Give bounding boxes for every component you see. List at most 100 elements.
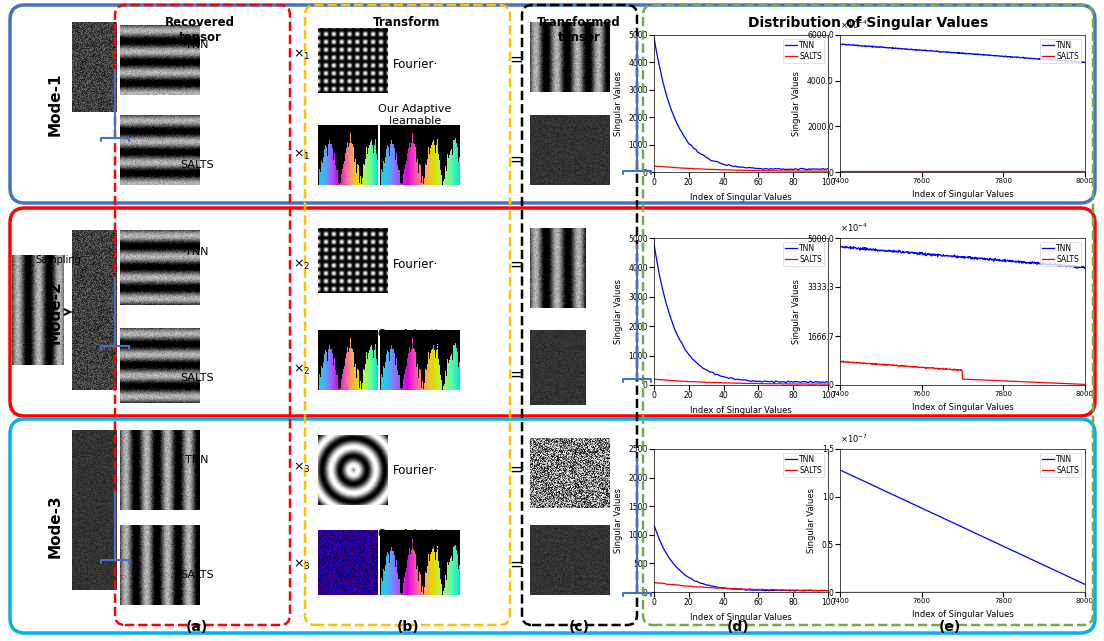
TNN	[821, 587, 835, 595]
Text: SALTS: SALTS	[180, 570, 214, 580]
TNN	[659, 299, 672, 307]
Text: TNN: TNN	[185, 247, 209, 257]
TNN	[1029, 259, 1042, 267]
TNN	[767, 379, 781, 387]
Text: =: =	[509, 51, 523, 69]
SALTS	[834, 167, 847, 175]
SALTS	[728, 585, 741, 592]
Text: SALTS: SALTS	[180, 160, 214, 170]
TNN	[691, 148, 704, 156]
SALTS	[752, 379, 765, 387]
TNN	[880, 247, 893, 254]
TNN	[834, 40, 847, 48]
SALTS	[752, 586, 765, 594]
TNN	[647, 33, 660, 41]
TNN	[752, 165, 765, 172]
SALTS	[849, 167, 862, 175]
Y-axis label: Singular Values: Singular Values	[614, 488, 623, 553]
SALTS	[821, 167, 835, 175]
SALTS	[1029, 378, 1042, 386]
SALTS	[647, 162, 660, 170]
SALTS	[819, 167, 832, 175]
TNN	[647, 521, 660, 529]
SALTS	[1071, 588, 1084, 596]
SALTS	[914, 588, 927, 596]
TNN	[914, 249, 927, 257]
Text: TNN: TNN	[185, 40, 209, 50]
SALTS	[752, 167, 765, 174]
TNN	[659, 549, 672, 557]
TNN	[1078, 265, 1091, 272]
SALTS	[1062, 380, 1075, 388]
Text: Fourier·: Fourier·	[392, 258, 437, 272]
Text: Our Adaptive
learnable: Our Adaptive learnable	[379, 529, 452, 551]
TNN	[914, 504, 927, 512]
Legend: TNN, SALTS: TNN, SALTS	[1040, 242, 1081, 266]
TNN	[659, 90, 672, 98]
TNN	[1062, 573, 1075, 581]
SALTS	[769, 380, 783, 388]
TNN	[834, 466, 847, 474]
TNN	[771, 378, 784, 385]
TNN	[1076, 59, 1090, 67]
SALTS	[1029, 588, 1042, 596]
Text: Transformed
tensor: Transformed tensor	[538, 16, 620, 44]
Line: SALTS: SALTS	[654, 583, 828, 591]
Line: SALTS: SALTS	[840, 361, 1085, 385]
TNN	[769, 587, 783, 594]
TNN	[821, 165, 835, 172]
SALTS	[778, 380, 792, 388]
Text: $\times_1$: $\times_1$	[294, 148, 310, 162]
TNN	[1062, 57, 1075, 65]
TNN	[728, 163, 741, 171]
Text: =: =	[509, 461, 523, 479]
X-axis label: Index of Singular Values: Index of Singular Values	[690, 406, 792, 415]
Text: (a): (a)	[185, 620, 209, 634]
Text: $\times_2$: $\times_2$	[294, 258, 310, 272]
Text: Distribution of Singular Values: Distribution of Singular Values	[747, 16, 988, 30]
SALTS	[879, 167, 892, 175]
Text: (c): (c)	[569, 620, 590, 634]
SALTS	[778, 587, 792, 594]
Legend: TNN, SALTS: TNN, SALTS	[783, 453, 825, 477]
SALTS	[778, 167, 792, 175]
Y-axis label: Singular Values: Singular Values	[614, 71, 623, 136]
SALTS	[691, 583, 704, 591]
TNN	[1071, 264, 1084, 272]
Y-axis label: Singular Values: Singular Values	[614, 279, 623, 344]
SALTS	[691, 378, 704, 386]
TNN	[769, 165, 783, 172]
Text: $\times10^{-4}$: $\times10^{-4}$	[840, 221, 868, 233]
Text: Sampling: Sampling	[35, 255, 81, 265]
Text: Mode-2: Mode-2	[47, 280, 63, 344]
X-axis label: Index of Singular Values: Index of Singular Values	[912, 403, 1013, 412]
SALTS	[914, 363, 927, 371]
SALTS	[834, 588, 847, 596]
Text: SALTS: SALTS	[180, 373, 214, 383]
TNN	[752, 378, 765, 385]
Legend: TNN, SALTS: TNN, SALTS	[783, 39, 825, 63]
TNN	[778, 165, 792, 173]
Text: (e): (e)	[938, 620, 962, 634]
TNN	[821, 378, 835, 386]
Y-axis label: Singular Values: Singular Values	[807, 488, 816, 553]
SALTS	[1062, 167, 1075, 175]
Text: $\times10^{-4}$: $\times10^{-4}$	[840, 19, 868, 31]
SALTS	[914, 167, 927, 175]
Text: Mode-3: Mode-3	[47, 494, 63, 558]
Text: Recovered
tensor: Recovered tensor	[164, 16, 235, 44]
TNN	[834, 242, 847, 250]
TNN	[1071, 577, 1084, 585]
SALTS	[659, 163, 672, 171]
SALTS	[1062, 588, 1075, 596]
SALTS	[821, 587, 835, 594]
TNN	[1062, 263, 1075, 271]
TNN	[1071, 58, 1084, 65]
TNN	[792, 166, 805, 174]
Text: (b): (b)	[396, 620, 420, 634]
Legend: TNN, SALTS: TNN, SALTS	[1040, 39, 1081, 63]
Text: $\times10^{-7}$: $\times10^{-7}$	[840, 432, 868, 445]
TNN	[778, 587, 792, 594]
TNN	[849, 473, 862, 481]
Text: =: =	[509, 151, 523, 169]
